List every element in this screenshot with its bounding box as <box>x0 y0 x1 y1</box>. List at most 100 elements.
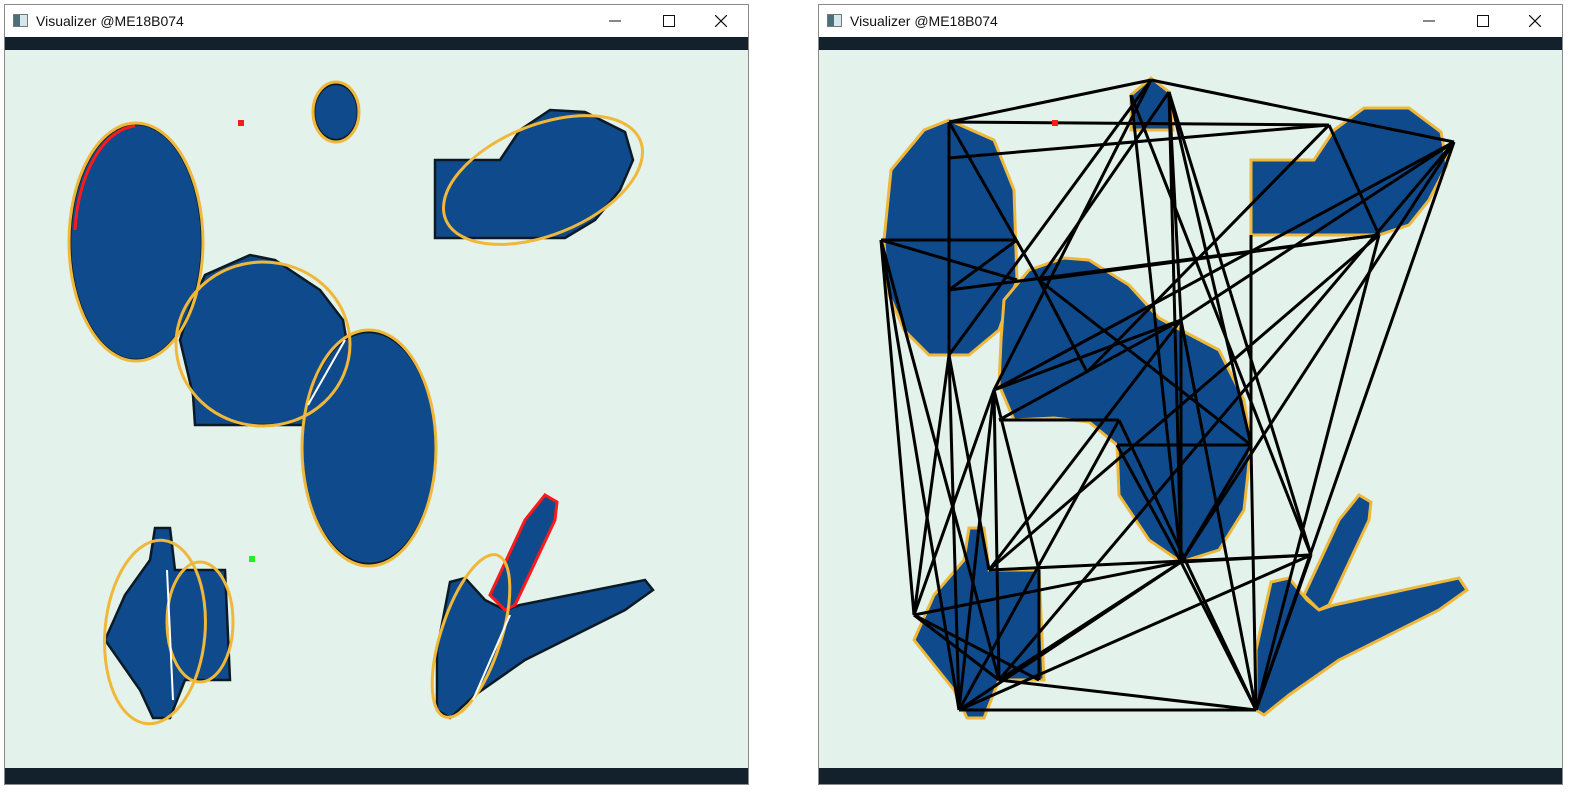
app-window-icon <box>13 14 28 27</box>
fit-ellipse <box>67 121 205 363</box>
maximize-button[interactable] <box>646 5 692 37</box>
red-outline-top-left <box>73 124 136 231</box>
graph-edge <box>1179 561 1258 711</box>
graph-edge <box>957 389 996 711</box>
graph-edge <box>993 318 1182 392</box>
fit-ellipse <box>165 560 235 684</box>
graph-edge <box>1037 279 1089 373</box>
fit-ellipse <box>441 114 645 246</box>
graph-edge <box>1167 91 1183 563</box>
visualizer-canvas[interactable] <box>5 50 748 768</box>
close-button[interactable] <box>1512 5 1558 37</box>
maximize-button[interactable] <box>1460 5 1506 37</box>
graph-edge <box>948 238 1018 292</box>
title-bar[interactable]: Visualizer @ME18B074 <box>5 5 748 37</box>
graph-edge <box>948 120 1330 127</box>
obstacle-bottom-right <box>435 576 655 720</box>
obstacle-top-left <box>68 122 204 362</box>
minimize-button[interactable] <box>592 5 638 37</box>
graph-edge <box>1179 319 1258 711</box>
obstacle-bottom-right <box>1254 576 1470 717</box>
graph-edge <box>1254 234 1381 711</box>
minimize-icon <box>609 20 621 22</box>
graph-edge <box>993 140 1455 392</box>
graph-edge <box>947 354 991 571</box>
obstacle-top-right <box>433 108 635 240</box>
canvas-frame-bottom <box>5 768 748 784</box>
goal-marker <box>249 556 255 562</box>
obstacle-diagonal-arm <box>1302 493 1373 612</box>
graph-edge <box>988 233 1380 572</box>
minimize-icon <box>1423 20 1435 22</box>
graph-edge <box>880 238 1018 282</box>
obstacle-center-right <box>300 330 438 566</box>
graph-edge <box>947 79 1153 356</box>
graph-edge <box>998 560 1182 682</box>
white-edge <box>307 339 346 406</box>
graph-edge <box>947 354 961 711</box>
graph-edge <box>998 678 1257 712</box>
obstacle-diagonal-arm <box>488 493 559 612</box>
app-window-icon <box>827 14 842 27</box>
obstacle-small-top <box>312 82 360 142</box>
canvas-frame-top <box>819 37 1562 50</box>
graph-edge <box>1167 91 1313 556</box>
obstacle-group <box>68 82 655 720</box>
visualizer-window-left[interactable]: Visualizer @ME18B074 <box>4 4 749 785</box>
maximize-icon <box>1477 15 1489 27</box>
graph-edge <box>957 419 1121 711</box>
graph-edge <box>988 553 1312 572</box>
visualizer-canvas[interactable] <box>819 50 1562 768</box>
start-marker <box>238 120 244 126</box>
ellipse-fit-group <box>67 80 645 726</box>
fit-ellipse <box>103 538 207 726</box>
fit-ellipse <box>430 553 512 719</box>
graph-edge <box>958 553 1312 712</box>
title-bar[interactable]: Visualizer @ME18B074 <box>819 5 1562 37</box>
fit-ellipse <box>174 260 352 428</box>
close-button[interactable] <box>698 5 744 37</box>
canvas-frame-top <box>5 37 748 50</box>
graph-edge <box>1180 140 1455 322</box>
start-marker <box>1052 120 1058 126</box>
graph-edge <box>1085 123 1331 374</box>
graph-view <box>879 76 1470 720</box>
obstacle-highlight-group <box>73 124 559 612</box>
graph-edge <box>879 239 916 616</box>
ellipse-view <box>67 80 655 726</box>
graph-edge <box>879 239 1001 681</box>
graph-edge <box>912 354 951 616</box>
graph-edge <box>1150 78 1455 144</box>
graph-edge <box>1037 91 1171 281</box>
graph-edge <box>992 389 1001 681</box>
graph-edge <box>1129 94 1183 563</box>
visualizer-window-right[interactable]: Visualizer @ME18B074 <box>818 4 1563 785</box>
graph-edge <box>1254 141 1456 711</box>
graph-edge <box>1038 278 1252 447</box>
white-edge <box>166 569 174 701</box>
canvas-frame-bottom <box>819 768 1562 784</box>
maximize-icon <box>663 15 675 27</box>
white-edge <box>472 614 511 701</box>
graph-edge <box>998 318 1182 422</box>
visibility-graph-edges <box>879 78 1456 712</box>
graph-edge <box>1249 444 1258 711</box>
graph-edge <box>1129 94 1313 556</box>
graph-edge <box>992 79 1153 391</box>
minimize-button[interactable] <box>1406 5 1452 37</box>
graph-edge <box>913 613 1040 682</box>
graph-edge <box>913 613 1000 682</box>
graph-edge <box>1167 91 1253 446</box>
white-edge-group <box>166 339 511 701</box>
fit-ellipse <box>300 328 438 568</box>
graph-edge <box>987 319 1183 571</box>
graph-edge <box>1179 141 1456 563</box>
fit-ellipse <box>311 80 361 144</box>
close-icon <box>1529 15 1541 27</box>
graph-edge <box>948 78 1152 124</box>
graph-edge <box>948 123 1330 160</box>
window-title: Visualizer @ME18B074 <box>36 13 184 29</box>
graph-edge <box>913 560 1182 617</box>
graph-edge <box>1327 124 1381 236</box>
window-title: Visualizer @ME18B074 <box>850 13 998 29</box>
